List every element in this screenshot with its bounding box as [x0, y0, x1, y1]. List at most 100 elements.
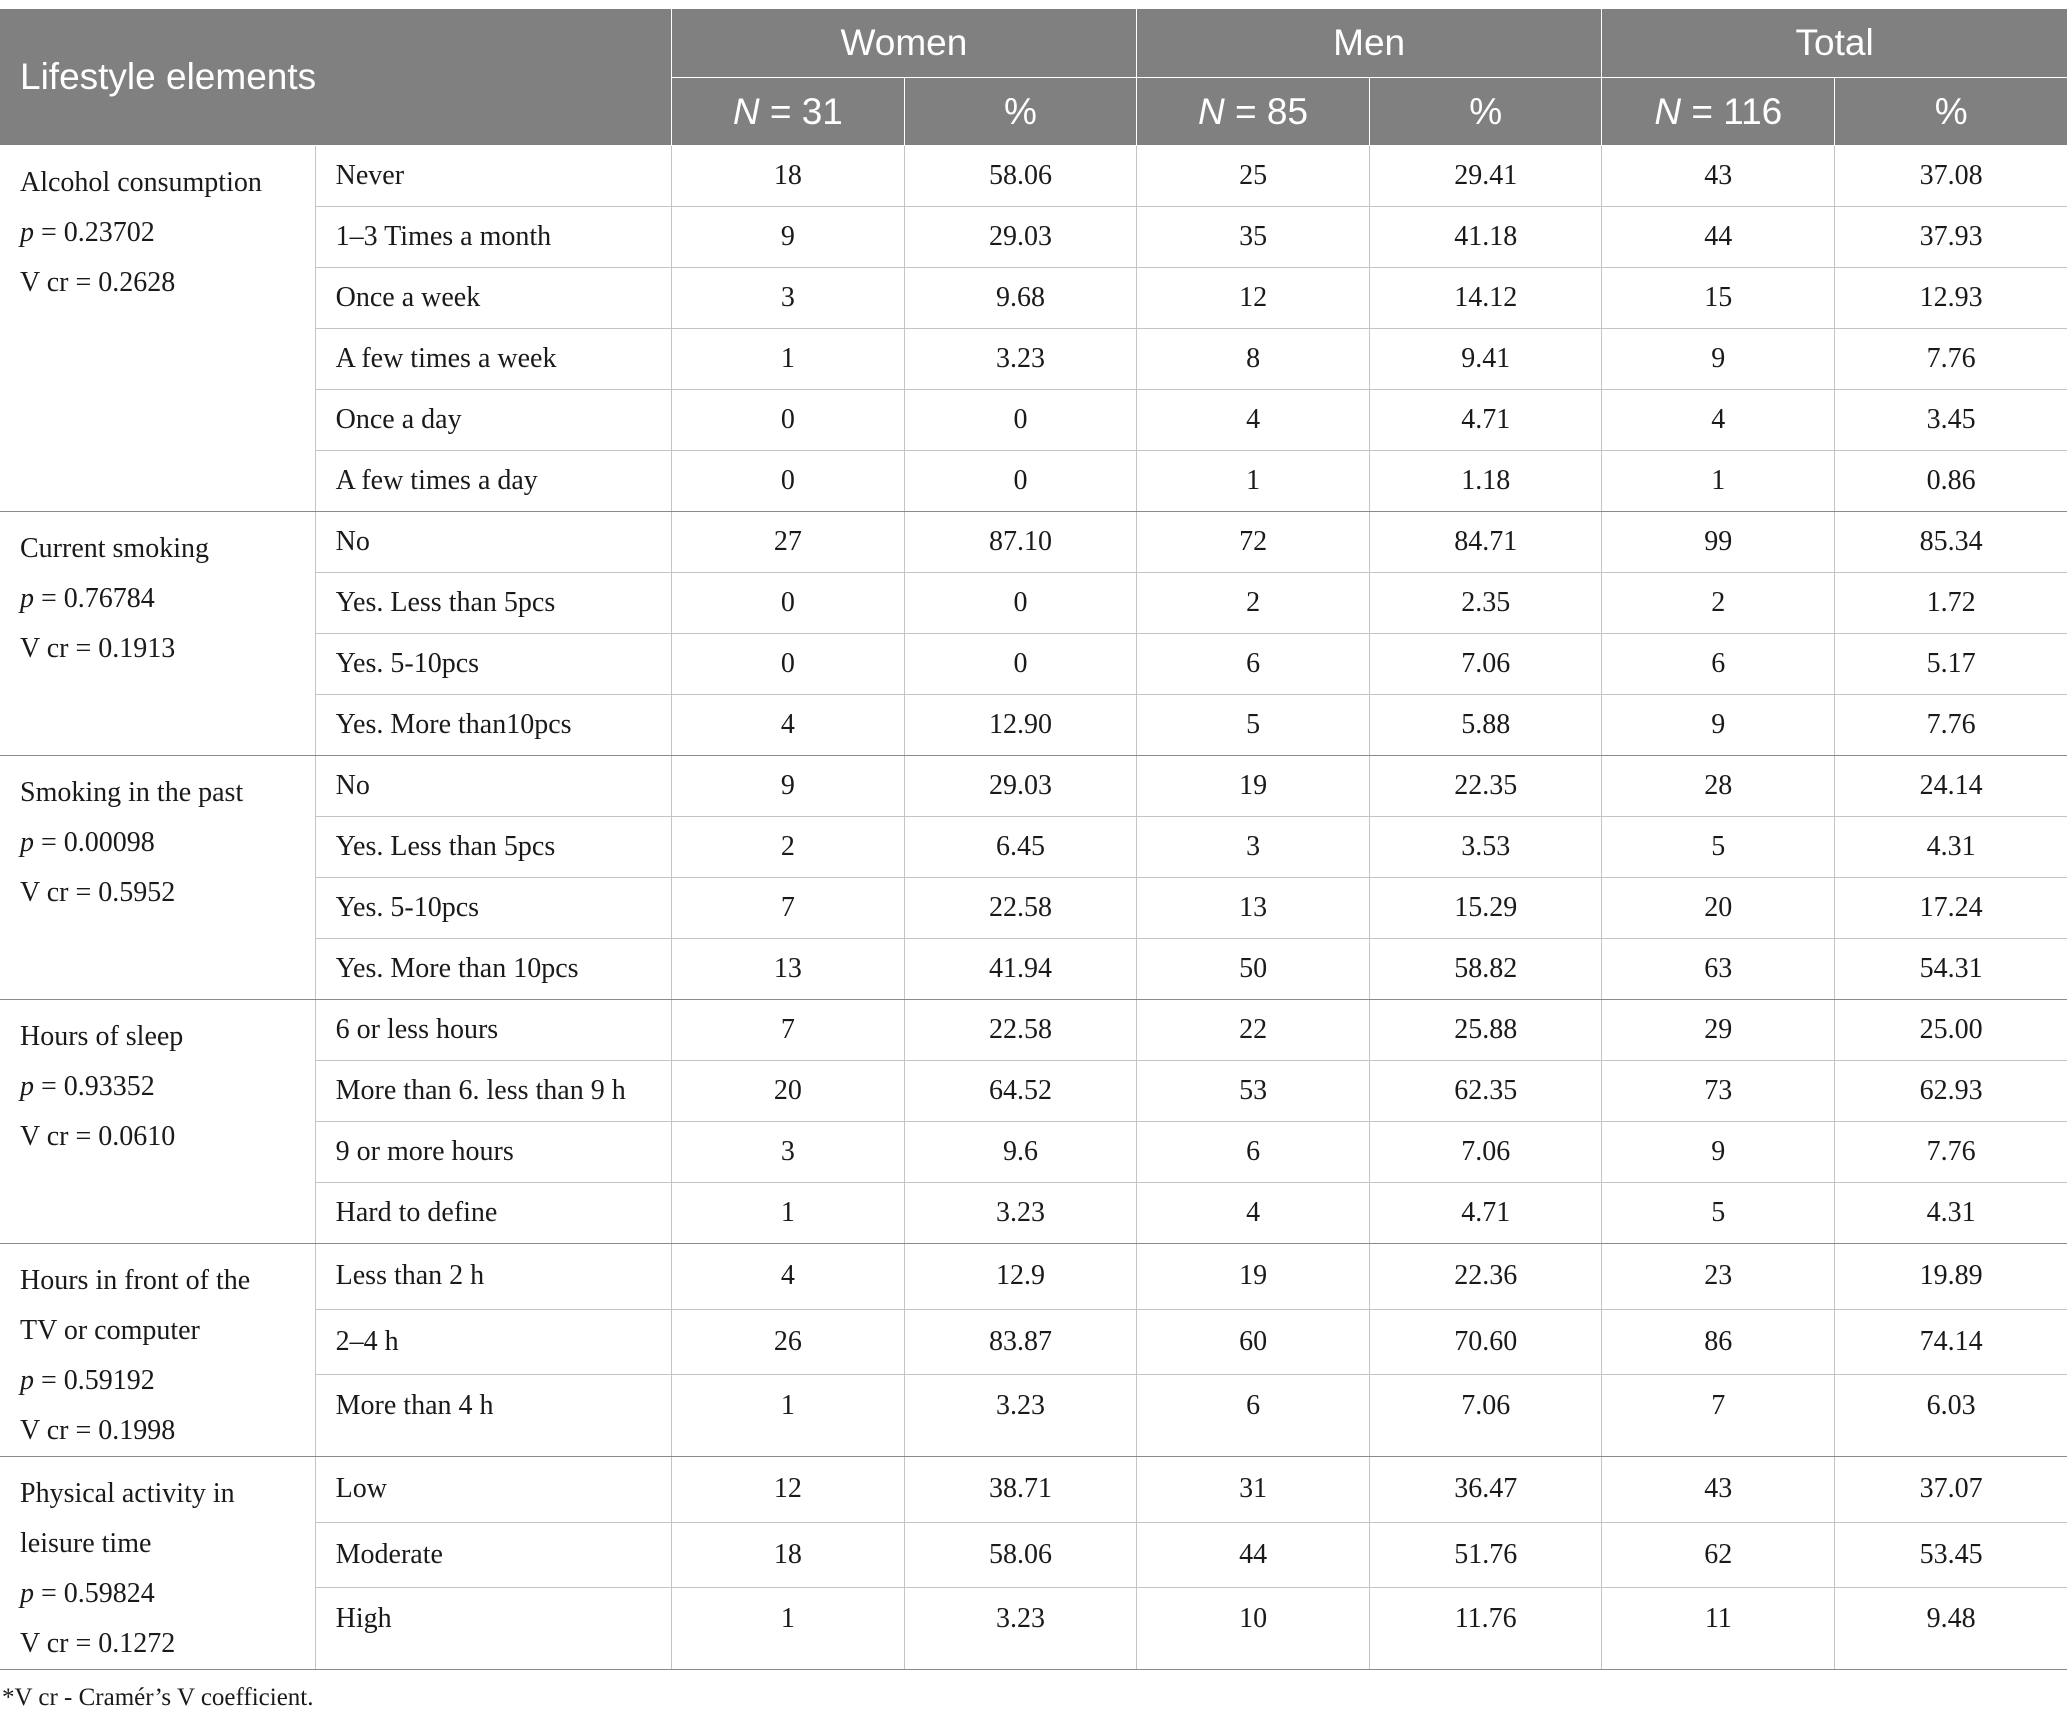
- percent-cell: 22.36: [1369, 1243, 1603, 1310]
- cramers-v-value: V cr = 0.1913: [20, 633, 176, 664]
- header-pct-total: %: [1834, 77, 2067, 146]
- percent-cell: 6.45: [904, 816, 1138, 878]
- table-row: A few times a week 1 3.23 8 9.41 9 7.76: [0, 328, 2067, 390]
- count-cell: 9: [1601, 1121, 1836, 1183]
- count-cell: 62: [1601, 1522, 1836, 1589]
- category-cell: A few times a day: [315, 450, 672, 512]
- percent-cell: 58.06: [904, 1522, 1138, 1589]
- percent-cell: 14.12: [1369, 267, 1603, 329]
- count-cell: 43: [1601, 145, 1836, 207]
- table-row: Current smoking p = 0.76784 V cr = 0.1913 N…: [0, 511, 2067, 756]
- percent-cell: 7.76: [1834, 694, 2067, 756]
- section-name: Hours of sleep: [20, 1021, 184, 1052]
- category-cell: More than 4 h: [315, 1374, 672, 1457]
- header-total: Total: [1601, 9, 2067, 78]
- table-row: Yes. 5-10pcs 0 0 6 7.06 6 5.17: [0, 633, 2067, 695]
- percent-cell: 4.31: [1834, 1182, 2067, 1244]
- count-cell: 27: [671, 511, 905, 573]
- count-cell: 0: [671, 450, 905, 512]
- table-row: 2–4 h 26 83.87 60 70.60 86 74.14: [0, 1309, 2067, 1376]
- section-name: Smoking in the past: [20, 777, 244, 808]
- percent-cell: 25.88: [1369, 999, 1603, 1061]
- table-row: More than 4 h 1 3.23 6 7.06 7 6.03: [0, 1374, 2067, 1457]
- table-row: High 1 3.23 10 11.76 11 9.48: [0, 1587, 2067, 1670]
- count-cell: 2: [671, 816, 905, 878]
- percent-cell: 84.71: [1369, 511, 1603, 573]
- percent-cell: 7.06: [1369, 1374, 1603, 1457]
- percent-cell: 25.00: [1834, 999, 2067, 1061]
- count-cell: 2: [1601, 572, 1836, 634]
- count-cell: 13: [1136, 877, 1371, 939]
- category-cell: Once a day: [315, 389, 672, 451]
- percent-cell: 9.68: [904, 267, 1138, 329]
- percent-cell: 7.06: [1369, 633, 1603, 695]
- table-body: Alcohol consumption p = 0.23702 V cr = 0.2…: [0, 145, 2067, 1670]
- count-cell: 20: [671, 1060, 905, 1122]
- percent-cell: 9.6: [904, 1121, 1138, 1183]
- count-cell: 13: [671, 938, 905, 1000]
- count-cell: 72: [1136, 511, 1371, 573]
- section-label: Hours of sleep p = 0.93352 V cr = 0.0610: [0, 999, 316, 1244]
- count-cell: 9: [671, 755, 905, 817]
- percent-cell: 83.87: [904, 1309, 1138, 1376]
- percent-cell: 2.35: [1369, 572, 1603, 634]
- count-cell: 1: [671, 1374, 905, 1457]
- p-value: p = 0.59192: [20, 1365, 155, 1396]
- percent-cell: 19.89: [1834, 1243, 2067, 1310]
- category-cell: No: [315, 755, 672, 817]
- count-cell: 26: [671, 1309, 905, 1376]
- header-lifestyle-elements: Lifestyle elements: [0, 9, 672, 146]
- section-name: TV or computer: [20, 1315, 200, 1346]
- lifestyle-table: Lifestyle elements Women Men Total N = 3…: [0, 9, 2067, 1670]
- category-cell: 6 or less hours: [315, 999, 672, 1061]
- table-row: More than 6. less than 9 h 20 64.52 53 62.35…: [0, 1060, 2067, 1122]
- count-cell: 7: [671, 999, 905, 1061]
- percent-cell: 7.76: [1834, 1121, 2067, 1183]
- category-cell: Once a week: [315, 267, 672, 329]
- percent-cell: 11.76: [1369, 1587, 1603, 1670]
- table-row: Yes. More than10pcs 4 12.90 5 5.88 9 7.76: [0, 694, 2067, 756]
- table-row: Alcohol consumption p = 0.23702 V cr = 0.2…: [0, 145, 2067, 512]
- p-value: p = 0.59824: [20, 1578, 155, 1609]
- percent-cell: 12.93: [1834, 267, 2067, 329]
- count-cell: 4: [1601, 389, 1836, 451]
- percent-cell: 22.35: [1369, 755, 1603, 817]
- count-cell: 8: [1136, 328, 1371, 390]
- percent-cell: 29.41: [1369, 145, 1603, 207]
- count-cell: 15: [1601, 267, 1836, 329]
- cramers-v-value: V cr = 0.2628: [20, 267, 176, 298]
- percent-cell: 41.18: [1369, 206, 1603, 268]
- count-cell: 5: [1601, 1182, 1836, 1244]
- count-cell: 1: [671, 1182, 905, 1244]
- count-cell: 50: [1136, 938, 1371, 1000]
- percent-cell: 17.24: [1834, 877, 2067, 939]
- percent-cell: 3.23: [904, 328, 1138, 390]
- category-cell: Yes. Less than 5pcs: [315, 572, 672, 634]
- percent-cell: 0: [904, 389, 1138, 451]
- percent-cell: 37.93: [1834, 206, 2067, 268]
- section-label: Smoking in the past p = 0.00098 V cr = 0.5…: [0, 755, 316, 1000]
- percent-cell: 4.31: [1834, 816, 2067, 878]
- category-cell: More than 6. less than 9 h: [315, 1060, 672, 1122]
- percent-cell: 36.47: [1369, 1456, 1603, 1523]
- category-cell: High: [315, 1587, 672, 1670]
- count-cell: 35: [1136, 206, 1371, 268]
- percent-cell: 7.06: [1369, 1121, 1603, 1183]
- percent-cell: 12.90: [904, 694, 1138, 756]
- count-cell: 19: [1136, 1243, 1371, 1310]
- table-row: Moderate 18 58.06 44 51.76 62 53.45: [0, 1522, 2067, 1589]
- count-cell: 5: [1601, 816, 1836, 878]
- percent-cell: 58.82: [1369, 938, 1603, 1000]
- percent-cell: 7.76: [1834, 328, 2067, 390]
- count-cell: 3: [671, 267, 905, 329]
- count-cell: 12: [1136, 267, 1371, 329]
- table-row: 1–3 Times a month 9 29.03 35 41.18 44 37.93: [0, 206, 2067, 268]
- percent-cell: 38.71: [904, 1456, 1138, 1523]
- percent-cell: 87.10: [904, 511, 1138, 573]
- cramers-v-value: V cr = 0.1272: [20, 1628, 176, 1659]
- percent-cell: 12.9: [904, 1243, 1138, 1310]
- count-cell: 99: [1601, 511, 1836, 573]
- count-cell: 6: [1136, 1374, 1371, 1457]
- section-name: leisure time: [20, 1528, 152, 1559]
- category-cell: 1–3 Times a month: [315, 206, 672, 268]
